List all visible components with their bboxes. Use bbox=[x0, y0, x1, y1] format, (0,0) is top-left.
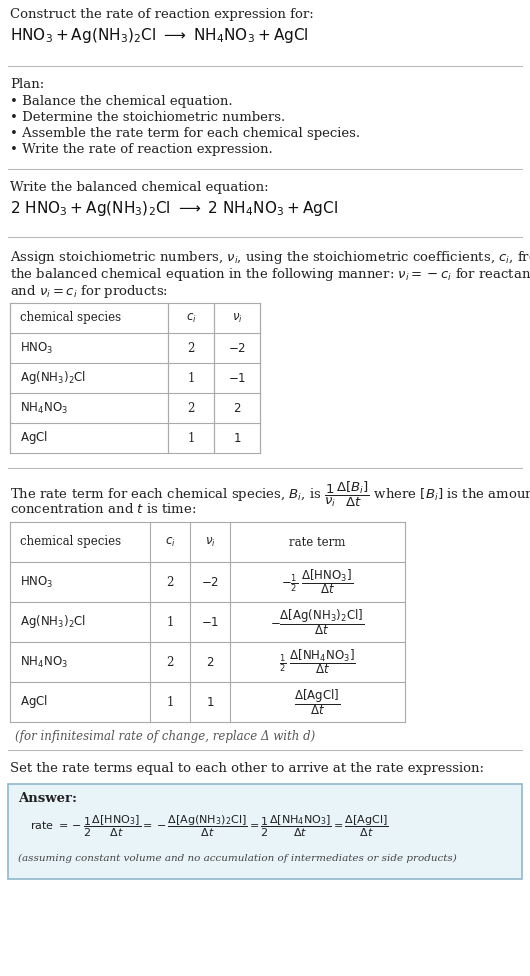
Text: $-1$: $-1$ bbox=[228, 372, 246, 385]
Text: $\nu_i$: $\nu_i$ bbox=[232, 311, 242, 325]
Text: Plan:: Plan: bbox=[10, 78, 44, 91]
Text: (assuming constant volume and no accumulation of intermediates or side products): (assuming constant volume and no accumul… bbox=[18, 854, 457, 863]
Text: the balanced chemical equation in the following manner: $\nu_i = -c_i$ for react: the balanced chemical equation in the fo… bbox=[10, 266, 530, 283]
Text: rate term: rate term bbox=[289, 536, 345, 549]
Text: $\mathrm{NH_4NO_3}$: $\mathrm{NH_4NO_3}$ bbox=[20, 655, 68, 670]
Text: $\mathrm{NH_4NO_3}$: $\mathrm{NH_4NO_3}$ bbox=[20, 400, 68, 416]
Text: 1: 1 bbox=[187, 431, 195, 444]
Text: 1: 1 bbox=[187, 372, 195, 385]
Text: • Assemble the rate term for each chemical species.: • Assemble the rate term for each chemic… bbox=[10, 127, 360, 140]
Text: 1: 1 bbox=[166, 616, 174, 629]
Text: $-1$: $-1$ bbox=[201, 616, 219, 629]
Text: $\frac{1}{2}\ \dfrac{\Delta[\mathrm{NH_4NO_3}]}{\Delta t}$: $\frac{1}{2}\ \dfrac{\Delta[\mathrm{NH_4… bbox=[279, 648, 356, 676]
Text: $c_i$: $c_i$ bbox=[186, 311, 196, 325]
Text: 2: 2 bbox=[187, 342, 195, 354]
Text: chemical species: chemical species bbox=[20, 311, 121, 324]
Text: $\nu_i$: $\nu_i$ bbox=[205, 536, 215, 549]
Text: 2: 2 bbox=[166, 576, 174, 589]
Text: 2: 2 bbox=[166, 656, 174, 669]
Text: • Determine the stoichiometric numbers.: • Determine the stoichiometric numbers. bbox=[10, 111, 285, 124]
Text: $\dfrac{\Delta[\mathrm{AgCl}]}{\Delta t}$: $\dfrac{\Delta[\mathrm{AgCl}]}{\Delta t}… bbox=[294, 687, 340, 716]
Text: Assign stoichiometric numbers, $\nu_i$, using the stoichiometric coefficients, $: Assign stoichiometric numbers, $\nu_i$, … bbox=[10, 249, 530, 266]
Text: (for infinitesimal rate of change, replace Δ with d): (for infinitesimal rate of change, repla… bbox=[15, 730, 315, 743]
Text: $2$: $2$ bbox=[206, 656, 214, 669]
Text: Construct the rate of reaction expression for:: Construct the rate of reaction expressio… bbox=[10, 8, 314, 21]
Text: $-2$: $-2$ bbox=[228, 342, 246, 354]
Text: $\mathrm{HNO_3}$: $\mathrm{HNO_3}$ bbox=[20, 341, 54, 355]
Text: $\mathrm{Ag(NH_3)_2Cl}$: $\mathrm{Ag(NH_3)_2Cl}$ bbox=[20, 370, 86, 386]
Text: Set the rate terms equal to each other to arrive at the rate expression:: Set the rate terms equal to each other t… bbox=[10, 762, 484, 775]
Text: $\mathrm{AgCl}$: $\mathrm{AgCl}$ bbox=[20, 429, 48, 446]
Text: • Write the rate of reaction expression.: • Write the rate of reaction expression. bbox=[10, 143, 273, 156]
Text: The rate term for each chemical species, $B_i$, is $\dfrac{1}{\nu_i}\dfrac{\Delt: The rate term for each chemical species,… bbox=[10, 480, 530, 509]
Text: $\mathrm{2\ HNO_3 + Ag(NH_3)_2Cl \ \longrightarrow \ 2\ NH_4NO_3 + AgCl}$: $\mathrm{2\ HNO_3 + Ag(NH_3)_2Cl \ \long… bbox=[10, 199, 338, 218]
Text: Write the balanced chemical equation:: Write the balanced chemical equation: bbox=[10, 181, 269, 194]
Text: concentration and $t$ is time:: concentration and $t$ is time: bbox=[10, 502, 197, 516]
Text: $-\frac{1}{2}\ \dfrac{\Delta[\mathrm{HNO_3}]}{\Delta t}$: $-\frac{1}{2}\ \dfrac{\Delta[\mathrm{HNO… bbox=[281, 568, 353, 596]
Text: and $\nu_i = c_i$ for products:: and $\nu_i = c_i$ for products: bbox=[10, 283, 168, 300]
Text: 1: 1 bbox=[166, 696, 174, 709]
Text: $\mathrm{HNO_3 + Ag(NH_3)_2Cl \ \longrightarrow \ NH_4NO_3 + AgCl}$: $\mathrm{HNO_3 + Ag(NH_3)_2Cl \ \longrig… bbox=[10, 26, 308, 45]
Text: $\mathrm{AgCl}$: $\mathrm{AgCl}$ bbox=[20, 694, 48, 711]
Text: • Balance the chemical equation.: • Balance the chemical equation. bbox=[10, 95, 233, 108]
Text: chemical species: chemical species bbox=[20, 536, 121, 549]
Text: $2$: $2$ bbox=[233, 401, 241, 415]
Text: $-2$: $-2$ bbox=[201, 576, 219, 589]
Text: $c_i$: $c_i$ bbox=[165, 536, 175, 549]
Text: 2: 2 bbox=[187, 401, 195, 415]
Text: Answer:: Answer: bbox=[18, 792, 77, 805]
Text: $-\dfrac{\Delta[\mathrm{Ag(NH_3)_2Cl}]}{\Delta t}$: $-\dfrac{\Delta[\mathrm{Ag(NH_3)_2Cl}]}{… bbox=[270, 607, 364, 637]
Text: rate $= -\dfrac{1}{2}\dfrac{\Delta[\mathrm{HNO_3}]}{\Delta t} = -\dfrac{\Delta[\: rate $= -\dfrac{1}{2}\dfrac{\Delta[\math… bbox=[30, 814, 389, 839]
Text: $1$: $1$ bbox=[233, 431, 241, 444]
Text: $1$: $1$ bbox=[206, 696, 214, 709]
FancyBboxPatch shape bbox=[8, 784, 522, 879]
Text: $\mathrm{Ag(NH_3)_2Cl}$: $\mathrm{Ag(NH_3)_2Cl}$ bbox=[20, 614, 86, 630]
Text: $\mathrm{HNO_3}$: $\mathrm{HNO_3}$ bbox=[20, 575, 54, 590]
